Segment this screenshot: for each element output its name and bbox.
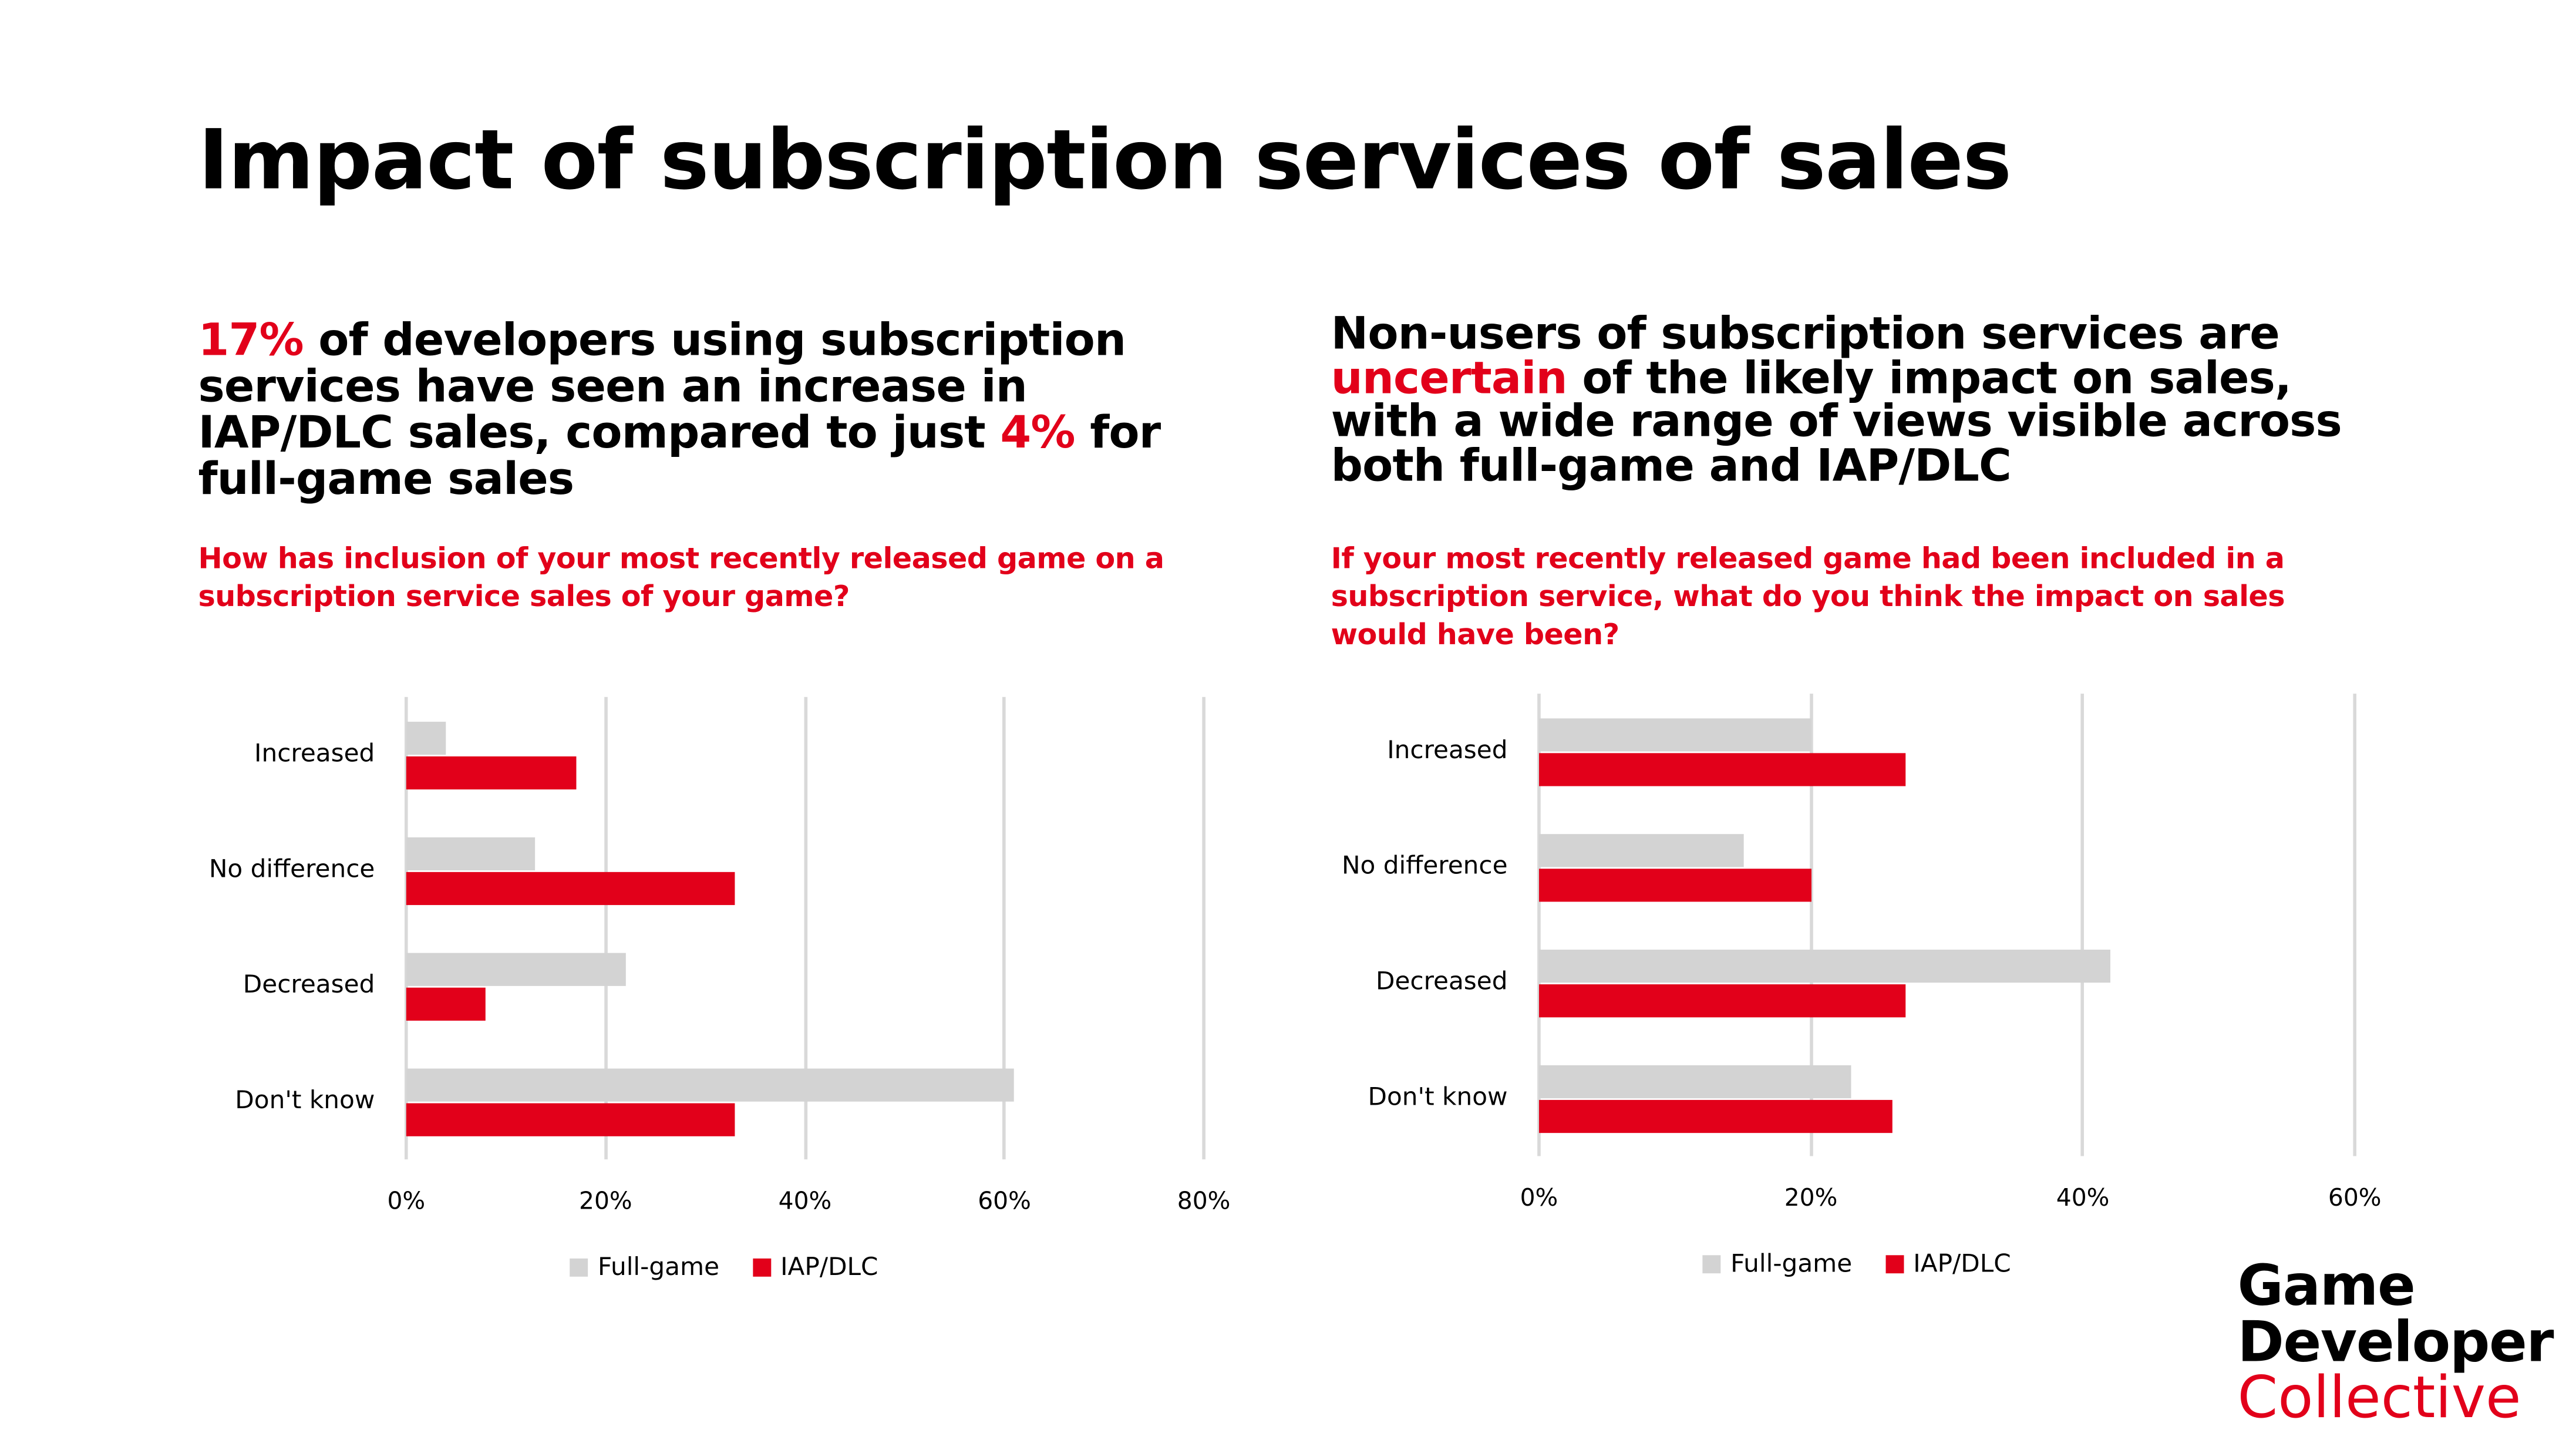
bar-iap-dlc <box>406 987 486 1020</box>
legend: Full-game IAP/DLC <box>1702 1249 2011 1279</box>
gridline <box>1537 694 1541 1156</box>
legend-swatch <box>752 1257 771 1276</box>
x-tick-label: 0% <box>387 1189 426 1216</box>
legend-label: Full-game <box>1730 1249 1853 1279</box>
x-tick-label: 60% <box>978 1189 1031 1216</box>
logo-line: Developer <box>2237 1310 2554 1376</box>
x-tick-label: 60% <box>2328 1186 2382 1213</box>
highlight-uncertain: uncertain <box>1331 352 1568 404</box>
bar-iap-dlc <box>406 1102 736 1136</box>
page-title: Impact of subscription services of sales <box>198 112 2012 208</box>
x-tick-label: 40% <box>778 1189 832 1216</box>
legend-swatch <box>1702 1254 1721 1273</box>
left-question: How has inclusion of your most recently … <box>198 543 1164 615</box>
gridline <box>1809 694 1813 1156</box>
bar-full-game <box>1538 950 2110 983</box>
bar-iap-dlc <box>1538 867 1811 901</box>
gridline <box>404 697 408 1160</box>
category-label: Decreased <box>1375 966 1508 996</box>
left-headline: 17% of developers using subscription ser… <box>198 318 1188 506</box>
right-headline: Non-users of subscription services are u… <box>1331 312 2388 492</box>
bar-full-game <box>1538 1065 1852 1099</box>
gridline <box>2353 694 2357 1156</box>
x-tick-label: 80% <box>1177 1189 1231 1216</box>
legend: Full-game IAP/DLC <box>570 1251 878 1282</box>
bar-iap-dlc <box>406 755 576 789</box>
headline-text: of the likely impact on sales, with a wi… <box>1331 352 2342 492</box>
bar-full-game <box>406 837 536 871</box>
gridline <box>604 697 608 1160</box>
category-label: Don't know <box>235 1085 375 1115</box>
logo-line: Collective <box>2237 1365 2521 1432</box>
headline-text: Non-users of subscription services are <box>1331 308 2280 361</box>
bar-full-game <box>406 721 446 755</box>
legend-swatch <box>570 1257 588 1276</box>
bar-iap-dlc <box>406 871 736 904</box>
legend-label: IAP/DLC <box>1913 1249 2011 1279</box>
gridline <box>1202 697 1205 1160</box>
bar-full-game <box>1538 834 1743 867</box>
headline-text: for full-game sales <box>198 408 1161 506</box>
highlight-17: 17% <box>198 315 304 367</box>
right-question: If your most recently released game had … <box>1331 543 2285 652</box>
logo-line: Game <box>2237 1253 2416 1320</box>
legend-label: Full-game <box>598 1251 720 1282</box>
bar-iap-dlc <box>1538 1099 1893 1132</box>
x-tick-label: 20% <box>579 1189 632 1216</box>
category-label: Don't know <box>1368 1081 1508 1112</box>
bar-full-game <box>406 1068 1015 1102</box>
x-tick-label: 0% <box>1520 1186 1558 1213</box>
x-tick-label: 40% <box>2056 1186 2110 1213</box>
legend-swatch <box>1885 1254 1904 1273</box>
bar-full-game <box>406 953 626 986</box>
bar-full-game <box>1538 718 1811 752</box>
category-label: Increased <box>254 738 375 768</box>
logo: Game Developer Collective <box>2237 1253 2554 1432</box>
category-label: No difference <box>208 853 375 884</box>
headline-text: of developers using subscription service… <box>198 315 1126 459</box>
highlight-4: 4% <box>1000 408 1075 459</box>
gridline <box>2081 694 2085 1156</box>
legend-label: IAP/DLC <box>780 1251 878 1282</box>
gridline <box>803 697 807 1160</box>
bar-iap-dlc <box>1538 983 1907 1017</box>
bar-iap-dlc <box>1538 752 1907 786</box>
category-label: Decreased <box>243 969 375 1000</box>
category-label: No difference <box>1342 850 1508 880</box>
x-tick-label: 20% <box>1784 1186 1838 1213</box>
category-label: Increased <box>1387 735 1508 765</box>
gridline <box>1002 697 1006 1160</box>
